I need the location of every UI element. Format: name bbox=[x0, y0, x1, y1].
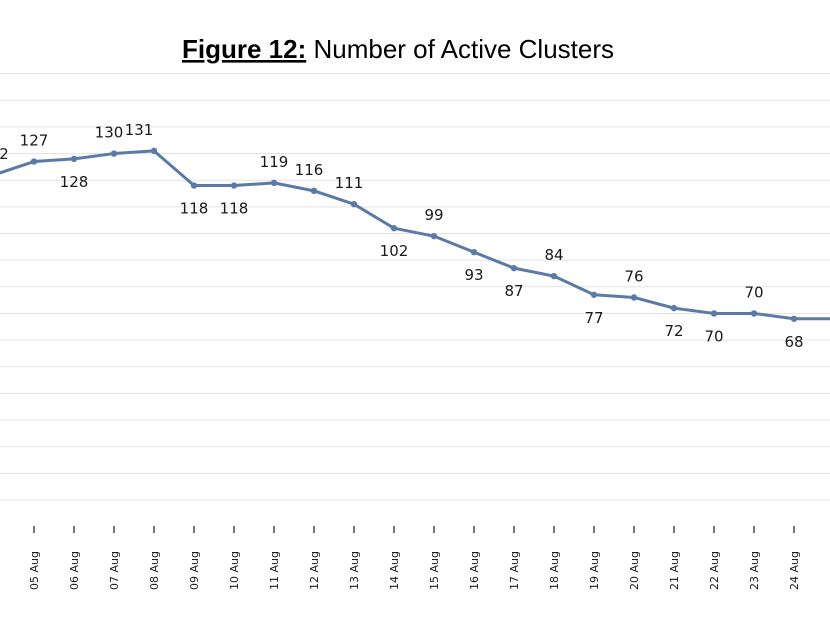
data-label: 99 bbox=[424, 206, 443, 224]
data-label: 70 bbox=[744, 283, 763, 301]
data-point bbox=[230, 182, 238, 189]
data-point bbox=[630, 294, 638, 301]
x-tick-labels: 05 Aug 06 Aug 07 Aug 08 Aug 09 Aug 10 Aug 11 A… bbox=[28, 526, 801, 590]
data-label: 2 bbox=[0, 145, 9, 163]
series-line bbox=[0, 149, 830, 321]
x-tick-label: 05 Aug bbox=[28, 551, 41, 590]
series-active-clusters bbox=[0, 149, 830, 321]
x-tick-label: 06 Aug bbox=[68, 551, 81, 590]
x-tick-label: 09 Aug bbox=[188, 551, 201, 590]
data-label: 68 bbox=[784, 333, 803, 351]
data-label: 76 bbox=[624, 267, 643, 285]
data-labels: 2 127 128 130 131 118 118 119 116 111 102 99 93 87 84 7… bbox=[0, 121, 804, 351]
data-label: 128 bbox=[60, 173, 89, 191]
data-points bbox=[30, 147, 798, 322]
data-point bbox=[590, 291, 598, 298]
data-label: 118 bbox=[220, 200, 249, 218]
x-tick-label: 08 Aug bbox=[148, 551, 161, 590]
gridlines bbox=[0, 73, 830, 501]
data-label: 87 bbox=[504, 282, 523, 300]
x-tick-label: 24 Aug bbox=[788, 551, 801, 590]
chart-title-figure-number: Figure 12: bbox=[182, 34, 306, 64]
x-tick-label: 14 Aug bbox=[388, 551, 401, 590]
data-point bbox=[110, 150, 118, 157]
data-label: 70 bbox=[704, 327, 723, 345]
x-tick-label: 11 Aug bbox=[268, 551, 281, 590]
x-tick-label: 15 Aug bbox=[428, 551, 441, 590]
data-label: 127 bbox=[20, 132, 49, 150]
data-point bbox=[470, 248, 478, 256]
data-label: 119 bbox=[260, 153, 289, 171]
x-tick-label: 22 Aug bbox=[708, 551, 721, 590]
data-point bbox=[390, 224, 398, 232]
x-tick-label: 18 Aug bbox=[548, 551, 561, 590]
data-point bbox=[430, 232, 438, 240]
x-tick-label: 23 Aug bbox=[748, 551, 761, 590]
data-point bbox=[310, 187, 318, 195]
data-label: 77 bbox=[584, 309, 603, 327]
data-point bbox=[70, 155, 78, 163]
x-tick-label: 20 Aug bbox=[628, 551, 641, 590]
data-point bbox=[670, 304, 678, 312]
x-tick-label: 16 Aug bbox=[468, 551, 481, 590]
data-label: 118 bbox=[180, 200, 209, 218]
data-label: 130 bbox=[95, 124, 124, 142]
data-point bbox=[350, 200, 358, 208]
x-tick-label: 07 Aug bbox=[108, 551, 121, 590]
x-tick-label: 12 Aug bbox=[308, 551, 321, 590]
x-tick-label: 21 Aug bbox=[668, 551, 681, 590]
data-label: 84 bbox=[544, 246, 563, 264]
x-tick-label: 13 Aug bbox=[348, 551, 361, 590]
data-point bbox=[790, 315, 798, 322]
data-point bbox=[510, 264, 518, 272]
x-tick-label: 17 Aug bbox=[508, 551, 521, 590]
data-label: 111 bbox=[335, 174, 364, 192]
data-point bbox=[270, 179, 278, 187]
data-point bbox=[750, 310, 758, 317]
chart-title-text: Number of Active Clusters bbox=[306, 34, 614, 64]
data-label: 72 bbox=[664, 322, 683, 340]
data-point bbox=[550, 272, 558, 280]
data-point bbox=[710, 310, 718, 317]
chart-title: Figure 12: Number of Active Clusters bbox=[182, 34, 614, 64]
x-tick-label: 10 Aug bbox=[228, 551, 241, 590]
data-label: 131 bbox=[125, 121, 154, 139]
data-point bbox=[30, 158, 38, 165]
data-point bbox=[190, 182, 198, 189]
data-label: 102 bbox=[380, 242, 409, 260]
data-label: 116 bbox=[295, 161, 324, 179]
x-tick-label: 19 Aug bbox=[588, 551, 601, 590]
data-point bbox=[150, 147, 158, 155]
data-label: 93 bbox=[464, 266, 483, 284]
